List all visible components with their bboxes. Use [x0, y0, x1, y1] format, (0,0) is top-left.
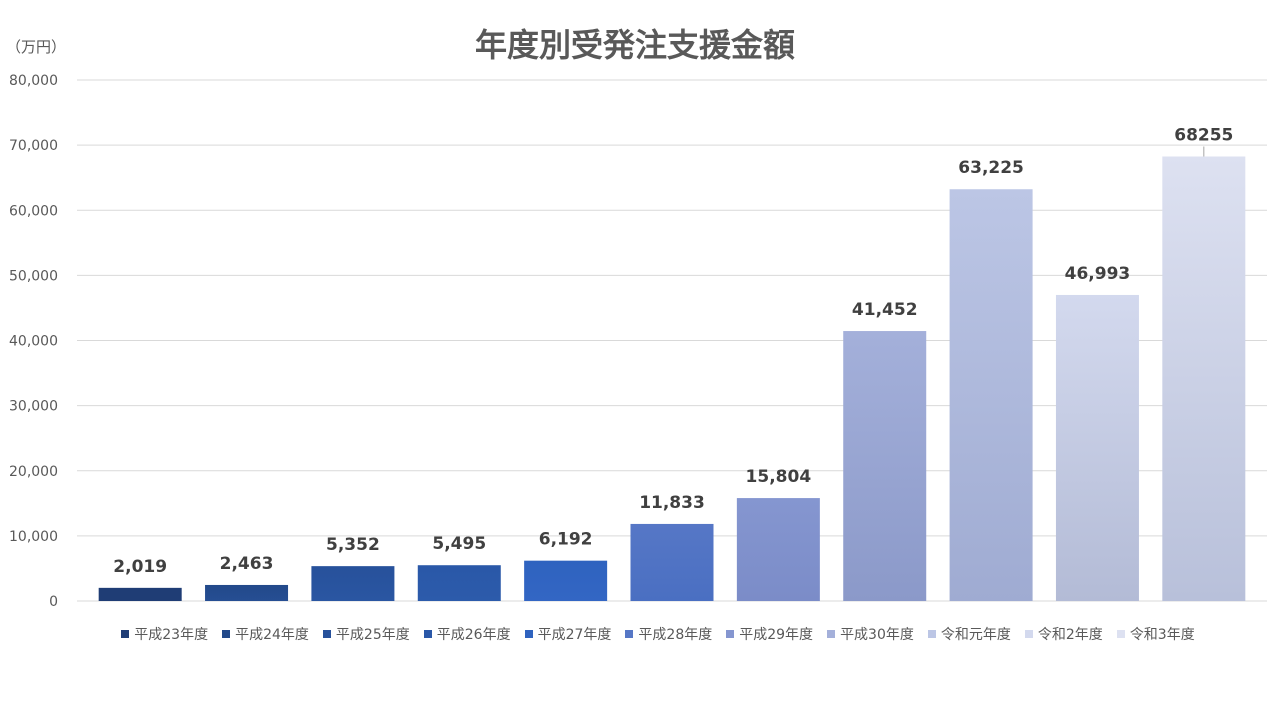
legend-item: 平成27年度	[524, 624, 612, 644]
chart-legend: 平成23年度 平成24年度 平成25年度 平成26年度 平成27年度 平成28年度 平成29…	[0, 624, 1280, 644]
legend-item: 令和2年度	[1024, 624, 1103, 644]
legend-label: 平成23年度	[134, 627, 209, 643]
bar	[205, 584, 289, 601]
y-tick-label: 20,000	[9, 464, 58, 480]
legend-swatch	[322, 630, 331, 638]
data-label: 6,192	[539, 530, 593, 550]
bar	[1162, 156, 1246, 601]
y-tick-label: 80,000	[9, 73, 58, 89]
bar	[1055, 294, 1139, 601]
y-tick-label: 40,000	[9, 334, 58, 350]
data-label: 11,833	[639, 493, 705, 513]
y-tick-label: 50,000	[9, 268, 58, 284]
legend-item: 平成28年度	[625, 624, 712, 644]
y-tick-label: 60,000	[9, 203, 58, 219]
legend-item: 平成23年度	[121, 624, 208, 644]
legend-item: 令和3年度	[1116, 624, 1195, 644]
legend-swatch	[726, 630, 735, 638]
bar	[949, 189, 1033, 601]
legend-label: 令和元年度	[940, 627, 1011, 643]
bar	[524, 560, 608, 601]
legend-swatch	[423, 630, 432, 638]
y-tick-label: 70,000	[9, 138, 58, 154]
legend-label: 平成24年度	[235, 627, 309, 643]
legend-swatch	[625, 630, 634, 638]
legend-item: 平成24年度	[222, 624, 309, 644]
legend-label: 令和3年度	[1129, 627, 1195, 643]
legend-item: 平成29年度	[726, 624, 813, 644]
legend-swatch	[1024, 630, 1033, 638]
legend-item: 平成30年度	[827, 624, 914, 644]
legend-swatch	[827, 630, 836, 638]
y-tick-label: 10,000	[9, 529, 58, 545]
legend-label: 令和2年度	[1037, 627, 1103, 643]
legend-label: 平成26年度	[436, 627, 511, 643]
legend-swatch	[222, 630, 231, 638]
bar	[417, 565, 501, 601]
bar	[98, 587, 182, 601]
bar	[736, 498, 820, 601]
legend-swatch	[121, 630, 130, 638]
legend-item: 平成25年度	[322, 624, 410, 644]
data-label: 5,495	[432, 534, 486, 554]
legend-label: 平成30年度	[840, 627, 914, 643]
legend-label: 平成27年度	[537, 627, 612, 643]
data-label: 68255	[1174, 125, 1233, 145]
y-axis-unit-label: （万円）	[6, 38, 67, 56]
legend-swatch	[927, 630, 936, 638]
bar	[311, 566, 395, 601]
chart-title: 年度別受発注支援金額	[474, 26, 795, 64]
data-label: 2,019	[113, 557, 167, 577]
legend-label: 平成29年度	[739, 627, 814, 643]
data-label: 15,804	[746, 467, 812, 487]
data-label: 46,993	[1065, 264, 1131, 284]
data-label: 5,352	[326, 535, 380, 555]
bar	[843, 331, 927, 601]
data-label: 41,452	[852, 300, 918, 320]
legend-item: 令和元年度	[927, 624, 1011, 644]
legend-swatch	[524, 630, 533, 638]
data-label: 63,225	[958, 158, 1024, 178]
legend-swatch	[1116, 630, 1125, 638]
y-tick-label: 0	[49, 594, 58, 610]
legend-label: 平成28年度	[638, 627, 713, 643]
legend-label: 平成25年度	[335, 627, 410, 643]
y-tick-label: 30,000	[9, 399, 58, 415]
bar	[630, 523, 714, 601]
data-label: 2,463	[220, 554, 274, 574]
legend-item: 平成26年度	[423, 624, 511, 644]
